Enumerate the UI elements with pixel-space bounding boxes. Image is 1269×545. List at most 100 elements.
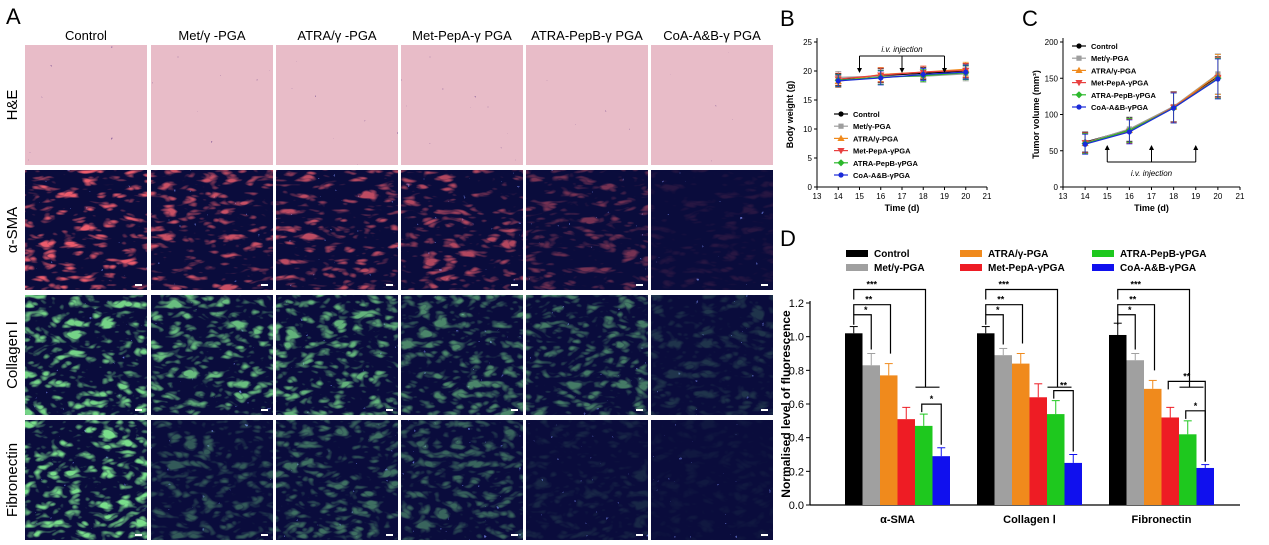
y-tick-label: 100 [1045, 111, 1059, 120]
micrograph-0-1 [151, 45, 273, 165]
legend-entry: ATRA-PepB-γPGA [853, 159, 918, 168]
micrograph-1-2 [276, 170, 398, 290]
y-tick-label: 10 [803, 125, 812, 134]
x-tick-label: 13 [1059, 192, 1068, 201]
bar [897, 419, 915, 505]
bar [1161, 417, 1179, 505]
bar [932, 456, 950, 505]
fibronectin-signal [651, 420, 773, 540]
column-header-1: Met/γ -PGA [178, 28, 246, 43]
significance-bracket [1117, 304, 1156, 371]
row-label-1: α-SMA [4, 207, 21, 253]
y-tick-label: 0.4 [789, 433, 804, 445]
micrograph-2-3 [401, 295, 523, 415]
bar [862, 365, 880, 505]
micrograph-3-2 [276, 420, 398, 540]
significance-bracket [1117, 288, 1191, 388]
data-point [1171, 105, 1177, 111]
micrograph-3-5 [651, 420, 773, 540]
significance-bracket [1053, 390, 1074, 452]
micrograph-1-0 [25, 170, 147, 290]
micrograph-0-0 [25, 45, 147, 165]
bar [1179, 434, 1197, 505]
micrograph-1-1 [151, 170, 273, 290]
panel-a: A Control Met/γ -PGA ATRA/γ -PGA Met-PepA-γ… [4, 4, 773, 540]
y-tick-label: 150 [1045, 74, 1059, 83]
fibronectin-signal [401, 420, 523, 540]
data-point [1215, 76, 1221, 82]
legend-entry: CoA-A&B-γPGA [1091, 103, 1149, 112]
arrow-head [942, 68, 947, 73]
y-tick-label: 5 [808, 154, 813, 163]
collagen-signal [526, 295, 648, 415]
y-tick-label: 1.0 [789, 332, 804, 344]
alpha-sma-signal [651, 170, 773, 290]
data-point [1076, 55, 1082, 61]
arrow-head [1149, 145, 1154, 150]
significance-bracket [853, 304, 892, 354]
legend-entry: Met/γ-PGA [1091, 54, 1130, 63]
data-point [1075, 91, 1083, 99]
significance-label: * [930, 394, 934, 404]
row-label-0: H&E [4, 90, 21, 121]
x-tick-label: 13 [813, 192, 822, 201]
legend-swatch [1092, 264, 1114, 271]
micrograph-2-2 [276, 295, 398, 415]
he-nuclei [651, 45, 773, 165]
x-tick-label: 15 [855, 192, 864, 201]
alpha-sma-signal [526, 170, 648, 290]
micrograph-0-4 [526, 45, 648, 165]
bar [1109, 334, 1127, 505]
significance-bracket [985, 304, 1024, 344]
micrograph-0-5 [651, 45, 773, 165]
significance-label: *** [1130, 280, 1141, 290]
he-nuclei [276, 45, 398, 165]
arrow-head [1104, 145, 1110, 150]
alpha-sma-signal [25, 170, 147, 290]
y-tick-label: 15 [803, 96, 812, 105]
significance-bracket [853, 288, 927, 388]
y-tick-label: 20 [803, 67, 812, 76]
column-header-5: CoA-A&B-γ PGA [663, 28, 761, 43]
micrograph-2-4 [526, 295, 648, 415]
legend-swatch [960, 250, 982, 257]
x-tick-label: 14 [1081, 192, 1090, 201]
legend-entry: ATRA/γ-PGA [853, 134, 899, 143]
alpha-sma-signal [401, 170, 523, 290]
y-axis-label: Body weight (g) [785, 81, 795, 149]
collagen-signal [651, 295, 773, 415]
alpha-sma-signal [151, 170, 273, 290]
legend-entry: Control [874, 249, 910, 260]
y-axis-label: Tumor volume (mm³) [1031, 70, 1041, 159]
scale-bar [636, 534, 643, 536]
data-point [835, 78, 841, 84]
arrow-head [857, 68, 862, 73]
bar [1126, 360, 1144, 505]
data-point [963, 69, 969, 75]
scale-bar [135, 534, 142, 536]
scale-bar [511, 284, 518, 286]
legend-entry: CoA-A&B-γPGA [1120, 263, 1196, 274]
data-point [837, 134, 845, 141]
y-tick-label: 0.0 [789, 500, 804, 512]
significance-bracket [985, 314, 1004, 345]
x-tick-label: 16 [876, 192, 885, 201]
scale-bar [261, 409, 268, 411]
scale-bar [386, 409, 393, 411]
significance-label: ** [1183, 371, 1191, 381]
data-point [1076, 104, 1082, 110]
he-nuclei [151, 45, 273, 165]
panel-c-tumor-volume-chart: C 0 50 100 150 200 13 14 15 16 17 18 19 20 21 Time (d) T… [1022, 6, 1245, 213]
x-tick-label: 17 [1147, 192, 1156, 201]
data-point [837, 148, 845, 155]
x-tick-label: 21 [1236, 192, 1245, 201]
micrograph-1-3 [401, 170, 523, 290]
data-point [920, 71, 926, 78]
x-axis-label: Time (d) [885, 203, 920, 213]
y-tick-label: 0.8 [789, 365, 804, 377]
data-point [1076, 43, 1082, 49]
scale-bar [761, 534, 768, 536]
x-tick-label: 20 [961, 192, 970, 201]
bar [977, 333, 995, 505]
